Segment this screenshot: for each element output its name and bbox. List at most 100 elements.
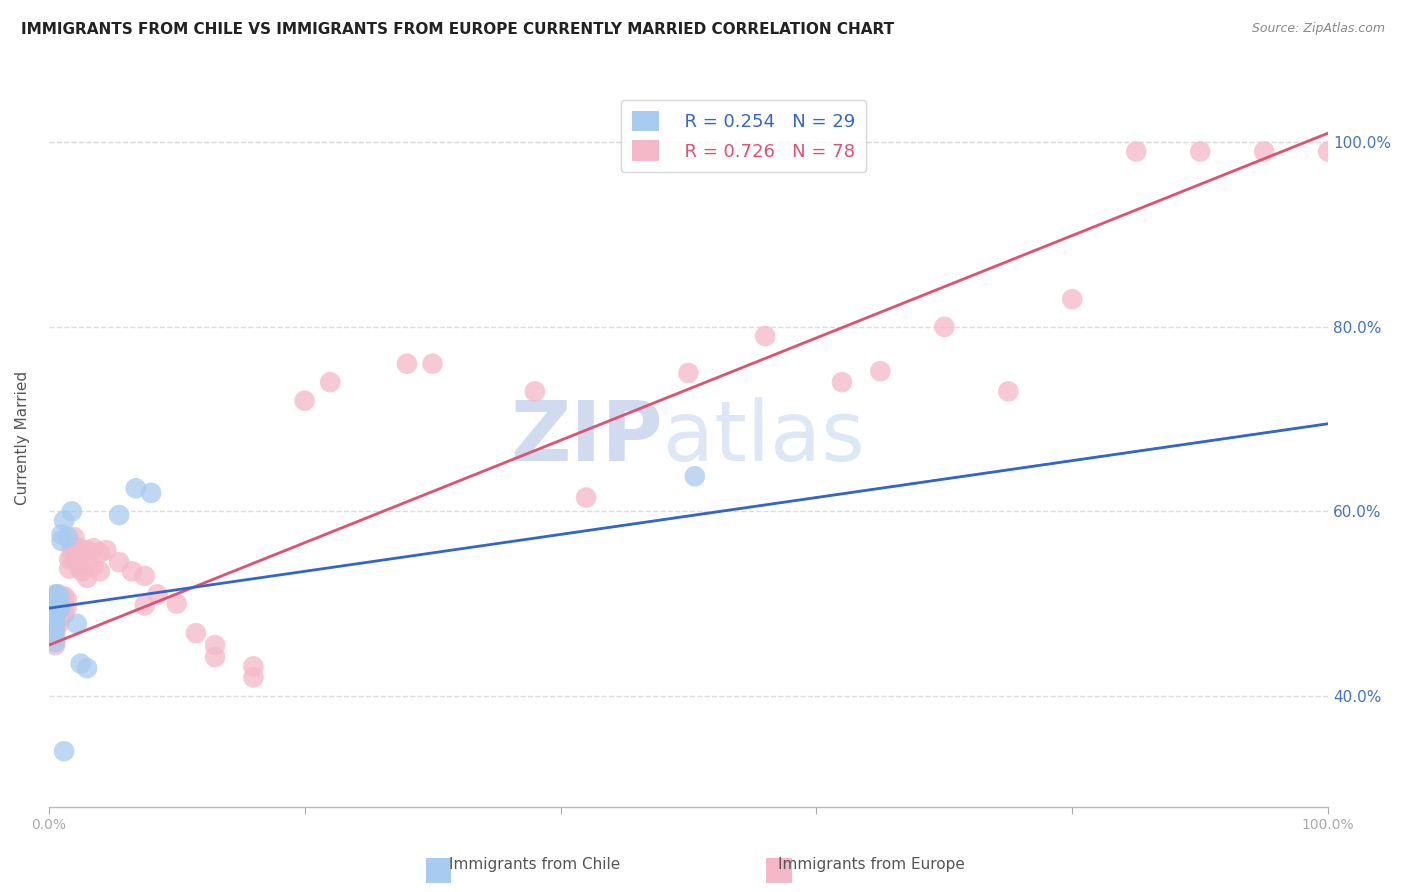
Point <box>60 504 83 518</box>
Point <box>44 587 66 601</box>
Point <box>45 613 67 627</box>
Point <box>1317 145 1340 159</box>
Point <box>69 561 91 575</box>
Point <box>66 546 89 560</box>
Point <box>242 670 264 684</box>
Point <box>56 530 79 544</box>
Point <box>44 616 66 631</box>
Point <box>44 592 66 607</box>
Point <box>51 604 73 618</box>
Point <box>831 375 853 389</box>
Point <box>60 541 83 556</box>
Point <box>45 592 67 607</box>
Point <box>69 657 91 671</box>
Point <box>49 592 72 607</box>
Point <box>51 527 73 541</box>
Point <box>44 632 66 646</box>
Point <box>46 592 69 607</box>
Point <box>66 555 89 569</box>
Text: Immigrants from Chile: Immigrants from Chile <box>449 857 620 872</box>
Point <box>44 624 66 639</box>
Point <box>395 357 418 371</box>
Point <box>683 469 706 483</box>
Point <box>46 604 69 618</box>
Point <box>44 638 66 652</box>
Point <box>48 599 70 613</box>
Point <box>754 329 776 343</box>
Point <box>55 601 77 615</box>
Point <box>134 569 156 583</box>
Point <box>204 650 226 665</box>
Point <box>53 599 76 613</box>
Point <box>166 597 188 611</box>
Text: Source: ZipAtlas.com: Source: ZipAtlas.com <box>1251 22 1385 36</box>
Point <box>46 599 69 613</box>
Point <box>53 514 76 528</box>
Point <box>44 597 66 611</box>
Point <box>48 589 70 603</box>
Point <box>76 555 98 569</box>
Point <box>48 607 70 622</box>
Point <box>204 638 226 652</box>
Point <box>869 364 891 378</box>
Point <box>108 508 131 522</box>
Point <box>44 615 66 629</box>
Point <box>121 565 143 579</box>
Point <box>44 610 66 624</box>
Point <box>1189 145 1212 159</box>
Point <box>66 616 89 631</box>
Point <box>63 540 86 554</box>
Point <box>997 384 1019 399</box>
Point <box>70 565 93 579</box>
Point <box>53 607 76 622</box>
Point <box>108 555 131 569</box>
Point <box>49 601 72 615</box>
Point <box>70 546 93 560</box>
Point <box>49 610 72 624</box>
Point <box>49 601 72 615</box>
Point <box>53 744 76 758</box>
Point <box>242 659 264 673</box>
Point <box>51 595 73 609</box>
Point <box>89 546 111 560</box>
Point <box>46 602 69 616</box>
Legend:   R = 0.254   N = 29,   R = 0.726   N = 78: R = 0.254 N = 29, R = 0.726 N = 78 <box>620 100 866 172</box>
Point <box>83 559 105 574</box>
Point <box>125 481 148 495</box>
Point <box>523 384 546 399</box>
Point <box>294 393 316 408</box>
Point <box>51 533 73 548</box>
Point <box>934 319 956 334</box>
Point <box>1062 292 1084 306</box>
Point <box>44 620 66 634</box>
Point <box>48 589 70 603</box>
Point <box>45 606 67 620</box>
Point <box>44 603 66 617</box>
Point <box>89 565 111 579</box>
Point <box>44 635 66 649</box>
Text: atlas: atlas <box>662 397 865 478</box>
Point <box>184 626 207 640</box>
Point <box>134 599 156 613</box>
Point <box>48 597 70 611</box>
Point <box>678 366 700 380</box>
Point <box>139 486 162 500</box>
Point <box>69 541 91 556</box>
Point <box>146 587 169 601</box>
Point <box>63 530 86 544</box>
Point <box>60 550 83 565</box>
Point <box>44 601 66 615</box>
Text: Immigrants from Europe: Immigrants from Europe <box>779 857 965 872</box>
Point <box>44 589 66 603</box>
Point <box>48 616 70 631</box>
Point <box>1125 145 1147 159</box>
Point <box>46 595 69 609</box>
Text: ZIP: ZIP <box>510 397 662 478</box>
Point <box>96 543 118 558</box>
Point <box>76 661 98 675</box>
Point <box>83 541 105 556</box>
Point <box>422 357 444 371</box>
Point <box>46 609 69 624</box>
Point <box>46 587 69 601</box>
Point <box>58 561 80 575</box>
